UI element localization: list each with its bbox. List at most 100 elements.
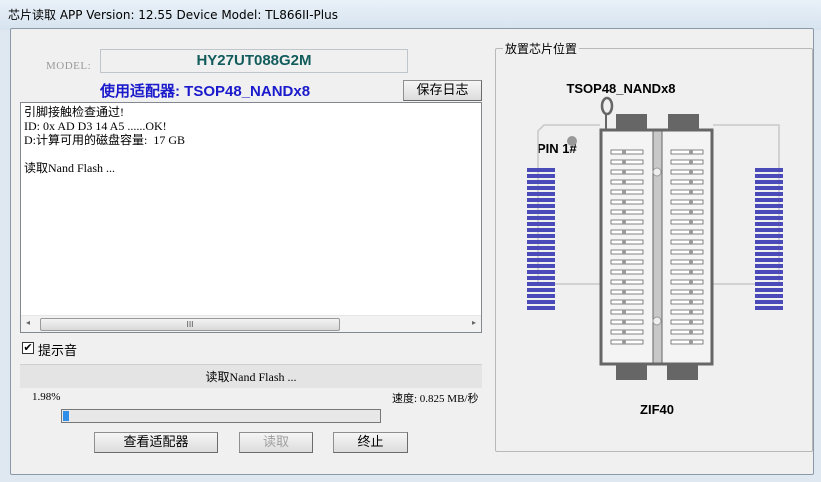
socket-contact <box>610 209 644 215</box>
speed-label: 速度: 0.825 MB/秒 <box>392 393 479 405</box>
socket-contact-dot <box>622 300 626 304</box>
socket-contact-dot <box>689 210 693 214</box>
chip-pin <box>755 198 783 202</box>
socket-contact <box>670 239 704 245</box>
chip-pin <box>527 210 555 214</box>
status-bar: 读取Nand Flash ... <box>20 364 482 388</box>
view-adapter-button[interactable]: 查看适配器 <box>94 432 218 453</box>
progress-fill <box>63 411 70 421</box>
socket-contact <box>670 279 704 285</box>
chip-pin <box>755 216 783 220</box>
log-textarea[interactable]: 引脚接触检查通过! ID: 0x AD D3 14 A5 ......OK! D… <box>20 102 482 333</box>
log-line <box>24 147 478 161</box>
socket-contact <box>670 269 704 275</box>
chip-pin <box>527 192 555 196</box>
socket-contact-dot <box>689 150 693 154</box>
chip-pin <box>755 240 783 244</box>
socket-contact <box>670 179 704 185</box>
socket-contact-dot <box>689 220 693 224</box>
chip-pin <box>527 240 555 244</box>
model-field: HY27UT088G2M <box>100 49 408 73</box>
chip-pin <box>527 294 555 298</box>
socket-contact <box>610 149 644 155</box>
socket-contact-dot <box>622 150 626 154</box>
socket-contact <box>670 159 704 165</box>
socket-contact <box>610 319 644 325</box>
socket-contact <box>670 169 704 175</box>
socket-contact <box>670 249 704 255</box>
socket-contact <box>670 339 704 345</box>
chip-pin <box>527 288 555 292</box>
socket-contact-dot <box>622 230 626 234</box>
socket-contact <box>610 309 644 315</box>
socket-contact <box>670 299 704 305</box>
scroll-left-icon[interactable]: ◂ <box>26 318 31 327</box>
chip-pin <box>527 216 555 220</box>
socket-contact-dot <box>622 320 626 324</box>
socket-contact-dot <box>689 280 693 284</box>
socket-contact <box>670 319 704 325</box>
chip-pin <box>755 270 783 274</box>
socket-contact-dot <box>622 220 626 224</box>
socket-contact <box>610 299 644 305</box>
socket-contact-dot <box>689 310 693 314</box>
adapter-label: 使用适配器: TSOP48_NANDx8 <box>100 83 311 100</box>
title-bar <box>0 0 821 30</box>
chip-pin <box>755 180 783 184</box>
chip-pin <box>755 192 783 196</box>
chip-pin <box>527 204 555 208</box>
chip-pin <box>755 264 783 268</box>
chip-pin <box>755 276 783 280</box>
socket-contact <box>610 269 644 275</box>
socket-contact-dot <box>689 160 693 164</box>
socket-contact-dot <box>622 260 626 264</box>
socket-contact-dot <box>622 290 626 294</box>
socket-contact-dot <box>689 250 693 254</box>
scroll-thumb[interactable]: III <box>40 318 340 331</box>
chip-pin <box>755 168 783 172</box>
model-label: MODEL: <box>46 60 92 72</box>
chip-label: TSOP48_NANDx8 <box>566 81 675 96</box>
chip-pin <box>755 246 783 250</box>
socket-contact-dot <box>622 310 626 314</box>
chip-pin <box>527 228 555 232</box>
socket-contact-dot <box>622 160 626 164</box>
socket-contact-dot <box>689 170 693 174</box>
socket-contact <box>610 329 644 335</box>
socket-contact-dot <box>689 230 693 234</box>
chip-pin <box>527 246 555 250</box>
save-log-button[interactable]: 保存日志 <box>403 80 482 101</box>
scroll-right-icon[interactable]: ▸ <box>471 318 476 327</box>
group-title: 放置芯片位置 <box>503 40 580 57</box>
progress-bar <box>61 409 381 423</box>
chip-pin <box>755 186 783 190</box>
beep-label[interactable]: 提示音 <box>38 344 78 359</box>
chip-pin <box>527 276 555 280</box>
socket-contact <box>670 189 704 195</box>
chip-placement-group <box>495 48 813 452</box>
chip-pin <box>755 300 783 304</box>
stop-button[interactable]: 终止 <box>333 432 408 453</box>
socket-contact <box>610 229 644 235</box>
socket-contact <box>670 219 704 225</box>
socket-contact <box>670 199 704 205</box>
chip-pin <box>527 234 555 238</box>
socket-contact-dot <box>689 190 693 194</box>
chip-pin <box>527 300 555 304</box>
socket-contact-dot <box>689 270 693 274</box>
chip-pin <box>527 168 555 172</box>
socket-contact-dot <box>622 250 626 254</box>
log-line: D:计算可用的磁盘容量: 17 GB <box>24 133 186 147</box>
socket-contact-dot <box>622 280 626 284</box>
socket-contact-dot <box>622 340 626 344</box>
socket-contact-dot <box>622 190 626 194</box>
horizontal-scrollbar[interactable]: ◂ III ▸ <box>21 315 481 332</box>
socket-contact-dot <box>689 330 693 334</box>
socket-tab <box>667 362 698 380</box>
socket-contact <box>670 309 704 315</box>
chip-pin <box>527 180 555 184</box>
read-button[interactable]: 读取 <box>239 432 313 453</box>
socket-contact <box>670 259 704 265</box>
beep-checkbox[interactable]: ✔ <box>22 341 34 354</box>
log-line: 读取Nand Flash ... <box>24 161 115 175</box>
